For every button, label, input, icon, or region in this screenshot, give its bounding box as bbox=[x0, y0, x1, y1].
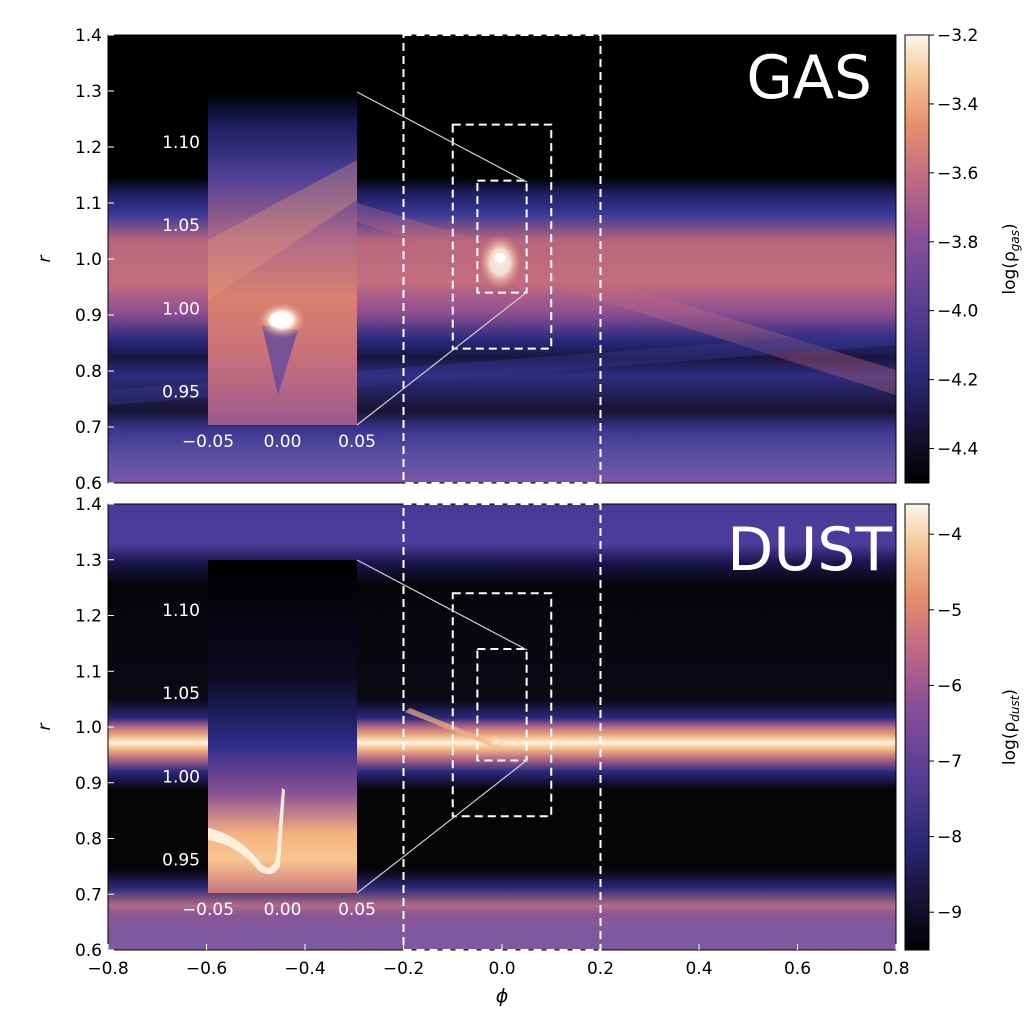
gas-inset-y-tick-label: 0.95 bbox=[162, 383, 200, 403]
gas-colorbar-tick-label: −3.6 bbox=[937, 164, 978, 184]
dust-x-axis: −0.8 −0.6 −0.4 −0.2 0.0 0.2 0.4 0.6 0.8 bbox=[87, 944, 910, 979]
dust-x-tick-label: 0.8 bbox=[882, 959, 909, 979]
gas-colorbar-tick-label: −3.4 bbox=[937, 95, 978, 115]
dust-panel-label: DUST bbox=[727, 515, 892, 585]
gas-colorbar-tick-label: −4.4 bbox=[937, 440, 978, 460]
x-axis-label: ϕ bbox=[496, 985, 509, 1007]
dust-colorbar-tick-label: −8 bbox=[937, 828, 962, 848]
gas-inset-y-tick-label: 1.00 bbox=[162, 299, 200, 319]
gas-panel-label: GAS bbox=[746, 43, 872, 113]
gas-inset-x-tick-label: 0.05 bbox=[338, 432, 376, 452]
gas-inset-x-tick-label: −0.05 bbox=[182, 432, 234, 452]
gas-y-tick-label: 0.7 bbox=[75, 418, 102, 438]
dust-colorbar-tick-label: −4 bbox=[937, 525, 962, 545]
dust-inset-x-tick-label: −0.05 bbox=[182, 900, 234, 920]
gas-y-tick-label: 1.0 bbox=[75, 250, 102, 270]
dust-panel: 0.6 0.7 0.8 0.9 1.0 1.1 1.2 1.3 1.4 −0.8 −0.6 −0.4… bbox=[35, 495, 1022, 1007]
dust-y-axis: 0.6 0.7 0.8 0.9 1.0 1.1 1.2 1.3 1.4 bbox=[75, 495, 114, 961]
dust-colorbar-tick-label: −5 bbox=[937, 601, 962, 621]
dust-inset-y-tick-label: 1.00 bbox=[162, 767, 200, 787]
gas-zoom-box bbox=[402, 34, 602, 484]
dust-x-tick-label: −0.4 bbox=[284, 959, 325, 979]
dust-zoom-box bbox=[402, 503, 602, 951]
gas-y-tick-label: 1.3 bbox=[75, 82, 102, 102]
gas-y-axis-label: r bbox=[35, 255, 55, 263]
dust-inset-y-tick-label: 1.10 bbox=[162, 601, 200, 621]
dust-inset-y-tick-label: 0.95 bbox=[162, 851, 200, 871]
gas-colorbar-tick-label: −3.8 bbox=[937, 233, 978, 253]
gas-inset-y-axis: 0.95 1.00 1.05 1.10 bbox=[162, 133, 200, 403]
dust-y-tick-label: 1.2 bbox=[75, 607, 102, 627]
gas-y-tick-label: 1.1 bbox=[75, 194, 102, 214]
gas-y-tick-label: 0.9 bbox=[75, 306, 102, 326]
dust-zoom-box bbox=[476, 647, 528, 762]
dust-y-tick-label: 0.7 bbox=[75, 885, 102, 905]
dust-y-tick-label: 1.4 bbox=[75, 495, 102, 515]
dust-y-axis-label: r bbox=[35, 723, 55, 731]
gas-colorbar-tick-label: −4.2 bbox=[937, 371, 978, 391]
gas-zoom-box bbox=[451, 123, 553, 350]
dust-x-tick-label: −0.6 bbox=[186, 959, 227, 979]
dust-x-tick-label: 0.0 bbox=[488, 959, 515, 979]
gas-colorbar: −3.2 −3.4 −3.6 −3.8 −4.0 −4.2 −4.4 log(ρgas) bbox=[904, 26, 1022, 484]
dust-inset: 0.95 1.00 1.05 1.10 −0.05 0.00 0.05 bbox=[162, 559, 528, 920]
dust-y-tick-label: 1.0 bbox=[75, 718, 102, 738]
dust-inset-x-axis: −0.05 0.00 0.05 bbox=[182, 900, 376, 920]
gas-colorbar-label: log(ρgas) bbox=[1000, 223, 1022, 294]
gas-inset: 0.95 1.00 1.05 1.10 −0.05 0.00 0.05 bbox=[162, 91, 528, 452]
dust-colorbar-tick-label: −6 bbox=[937, 676, 962, 696]
gas-inset-x-axis: −0.05 0.00 0.05 bbox=[182, 432, 376, 452]
dust-y-tick-label: 1.3 bbox=[75, 551, 102, 571]
gas-y-tick-label: 0.6 bbox=[75, 474, 102, 494]
dust-y-tick-label: 0.8 bbox=[75, 830, 102, 850]
gas-zoom-box bbox=[476, 179, 528, 294]
dust-colorbar-tick-label: −9 bbox=[937, 903, 962, 923]
gas-zoom-boxes bbox=[402, 34, 602, 484]
dust-x-tick-label: 0.6 bbox=[784, 959, 811, 979]
gas-inset-x-tick-label: 0.00 bbox=[264, 432, 302, 452]
dust-x-tick-label: −0.8 bbox=[87, 959, 128, 979]
gas-panel: 0.6 0.7 0.8 0.9 1.0 1.1 1.2 1.3 1.4 r 0.95 1.00 1.… bbox=[35, 26, 1022, 494]
dust-x-tick-label: 0.2 bbox=[587, 959, 614, 979]
dust-x-tick-label: 0.4 bbox=[685, 959, 712, 979]
gas-colorbar-tick-label: −4.0 bbox=[937, 302, 978, 322]
gas-y-axis: 0.6 0.7 0.8 0.9 1.0 1.1 1.2 1.3 1.4 bbox=[75, 26, 114, 494]
dust-x-tick-label: −0.2 bbox=[383, 959, 424, 979]
gas-y-tick-label: 1.2 bbox=[75, 138, 102, 158]
gas-y-tick-label: 1.4 bbox=[75, 26, 102, 46]
dust-colorbar-tick-label: −7 bbox=[937, 752, 962, 772]
dust-y-tick-label: 0.9 bbox=[75, 774, 102, 794]
gas-inset-y-tick-label: 1.05 bbox=[162, 216, 200, 236]
dust-inset-y-tick-label: 1.05 bbox=[162, 684, 200, 704]
dust-inset-x-tick-label: 0.05 bbox=[338, 900, 376, 920]
dust-y-tick-label: 1.1 bbox=[75, 662, 102, 682]
dust-inset-y-axis: 0.95 1.00 1.05 1.10 bbox=[162, 601, 200, 871]
dust-y-tick-label: 0.6 bbox=[75, 941, 102, 961]
dust-zoom-boxes bbox=[402, 503, 602, 951]
dust-inset-x-tick-label: 0.00 bbox=[264, 900, 302, 920]
gas-colorbar-tick-label: −3.2 bbox=[937, 26, 978, 46]
dust-zoom-box bbox=[451, 592, 553, 818]
dust-colorbar: −4 −5 −6 −7 −8 −9 log(ρdust) bbox=[904, 503, 1022, 951]
dust-colorbar-label: log(ρdust) bbox=[1000, 689, 1022, 765]
gas-inset-y-tick-label: 1.10 bbox=[162, 133, 200, 153]
gas-y-tick-label: 0.8 bbox=[75, 362, 102, 382]
